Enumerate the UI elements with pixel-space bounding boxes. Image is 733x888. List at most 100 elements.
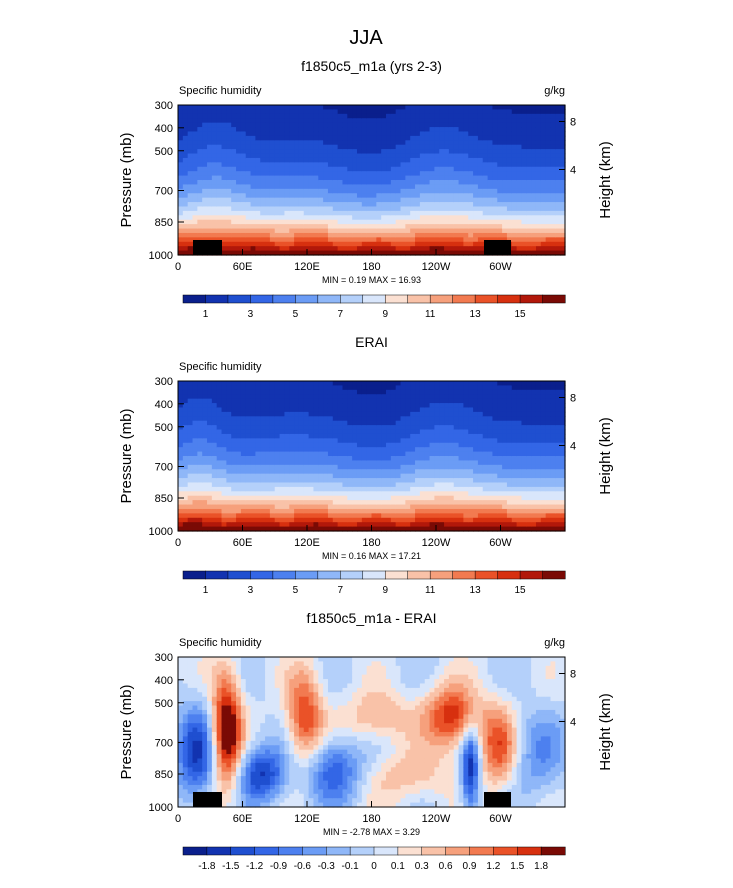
field-cell: [535, 127, 542, 133]
field-cell: [419, 508, 426, 514]
field-cell: [405, 411, 411, 417]
field-cell: [231, 522, 237, 528]
field-cell: [279, 180, 286, 186]
colorbar-swatch: [384, 294, 409, 304]
field-cell: [323, 433, 329, 439]
field-cell: [221, 250, 227, 256]
field-cell: [477, 482, 484, 488]
field-cell: [279, 381, 286, 387]
field-cell: [245, 127, 252, 133]
field-cell: [250, 237, 256, 243]
field-cell: [356, 219, 363, 225]
field-cell: [265, 460, 271, 466]
field-cell: [327, 157, 334, 163]
field-cell: [400, 149, 406, 155]
field-cell: [308, 504, 315, 510]
field-cell: [313, 131, 319, 137]
field-cell: [356, 429, 363, 435]
field-cell: [255, 508, 261, 514]
field-cell: [453, 398, 460, 404]
field-cell: [386, 416, 392, 422]
field-cell: [231, 438, 237, 444]
field-cell: [415, 122, 421, 128]
field-cell: [410, 478, 416, 484]
topography-mask: [193, 240, 222, 255]
field-cell: [487, 464, 494, 470]
field-cell: [313, 451, 319, 457]
field-cell: [211, 202, 218, 208]
field-cell: [279, 144, 286, 150]
field-cell: [182, 193, 189, 199]
field-cell: [371, 420, 377, 426]
field-cell: [439, 394, 445, 400]
field-cell: [381, 105, 387, 111]
field-cell: [419, 166, 426, 172]
field-cell: [352, 197, 358, 203]
field-cell: [453, 522, 460, 528]
field-cell: [221, 184, 227, 190]
field-cell: [502, 109, 508, 115]
field-cell: [323, 153, 329, 159]
field-cell: [545, 241, 552, 247]
field-cell: [347, 127, 353, 133]
field-cell: [419, 526, 426, 532]
field-cell: [473, 491, 479, 497]
field-cell: [390, 394, 397, 400]
field-cell: [473, 464, 479, 470]
field-cell: [202, 420, 208, 426]
field-cell: [265, 442, 271, 448]
field-cell: [376, 166, 382, 172]
field-cell: [327, 473, 334, 479]
field-cell: [298, 403, 305, 409]
field-cell: [487, 451, 494, 457]
field-cell: [298, 451, 305, 457]
field-cell: [448, 473, 455, 479]
field-cell: [434, 438, 440, 444]
field-cell: [294, 162, 300, 168]
field-cell: [482, 171, 489, 177]
field-cell: [337, 416, 344, 422]
field-cell: [390, 403, 397, 409]
field-cell: [298, 219, 305, 225]
field-cell: [419, 157, 426, 163]
field-cell: [473, 241, 479, 247]
field-cell: [463, 394, 469, 400]
field-cell: [405, 447, 411, 453]
field-cell: [502, 184, 508, 190]
field-cell: [506, 215, 513, 221]
field-cell: [415, 180, 421, 186]
field-cell: [308, 456, 315, 462]
field-cell: [284, 162, 290, 168]
field-cell: [313, 381, 319, 387]
field-cell: [187, 398, 194, 404]
field-cell: [197, 215, 203, 221]
field-cell: [332, 500, 339, 506]
field-cell: [226, 411, 232, 417]
field-cell: [260, 389, 266, 395]
field-cell: [395, 425, 402, 431]
field-cell: [308, 149, 315, 155]
field-cell: [323, 385, 329, 391]
field-cell: [202, 486, 208, 492]
field-cell: [419, 491, 426, 497]
field-cell: [545, 197, 552, 203]
field-cell: [216, 517, 223, 523]
field-cell: [260, 237, 266, 243]
field-cell: [313, 478, 319, 484]
field-cell: [289, 381, 295, 387]
field-cell: [540, 122, 547, 128]
field-cell: [192, 429, 198, 435]
field-cell: [197, 460, 203, 466]
field-cell: [545, 109, 552, 115]
field-cell: [226, 456, 232, 462]
field-cell: [429, 442, 435, 448]
field-cell: [535, 197, 542, 203]
field-cell: [207, 197, 213, 203]
field-cell: [255, 127, 261, 133]
field-cell: [429, 460, 435, 466]
field-cell: [211, 140, 218, 146]
field-cell: [502, 153, 508, 159]
field-cell: [487, 219, 494, 225]
field-cell: [415, 385, 421, 391]
field-cell: [424, 456, 431, 462]
